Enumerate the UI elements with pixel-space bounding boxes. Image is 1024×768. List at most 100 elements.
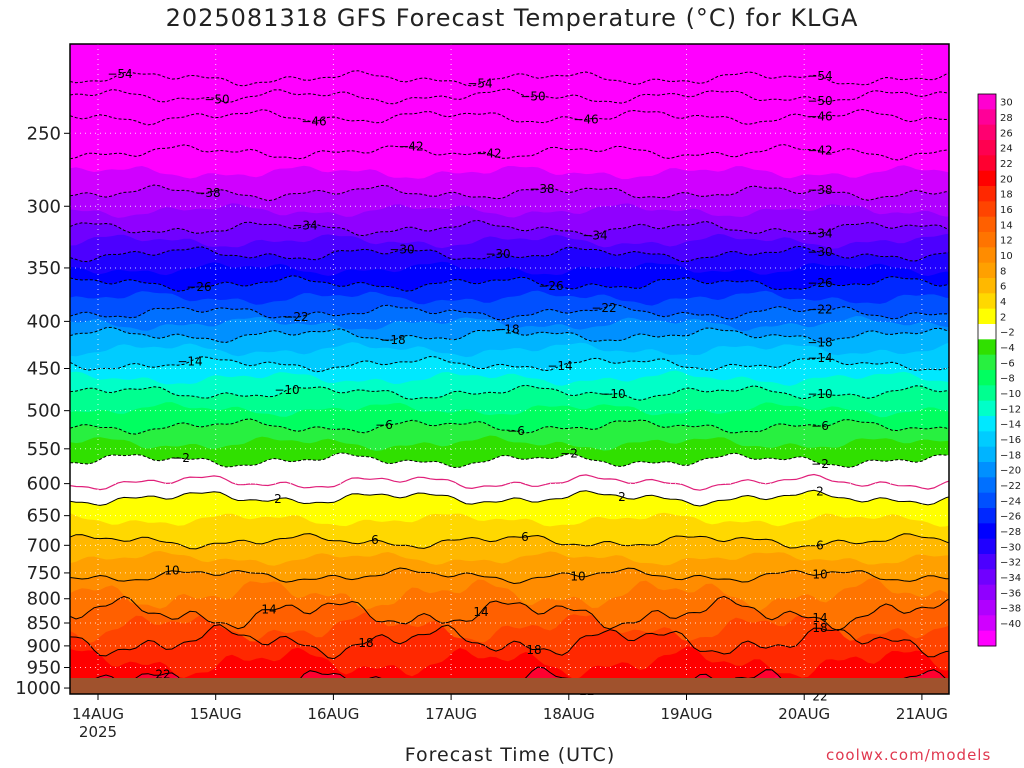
x-axis-label: Forecast Time (UTC) — [404, 744, 616, 766]
contour-label: −50 — [204, 92, 229, 106]
colorbar-tick-label: −6 — [1000, 358, 1015, 369]
colorbar-tick-label: −14 — [1000, 420, 1021, 431]
colorbar-swatch — [978, 94, 996, 110]
colorbar-tick-label: −4 — [1000, 343, 1015, 354]
contour-label: 2 — [816, 485, 824, 499]
colorbar-tick-label: 2 — [1000, 312, 1006, 323]
contour--14 — [70, 355, 949, 373]
contour-label: 6 — [371, 533, 379, 547]
contour-label: −54 — [807, 69, 832, 83]
contour--18 — [70, 326, 949, 344]
y-tick-label: 350 — [27, 258, 61, 279]
contour-label: −26 — [538, 279, 563, 293]
colorbar-swatch — [978, 201, 996, 218]
contour-label: −30 — [485, 247, 510, 261]
colorbar-swatch — [978, 339, 996, 356]
colorbar-tick-label: −8 — [1000, 374, 1015, 385]
contour--50 — [70, 88, 949, 105]
contour-14 — [70, 595, 949, 632]
contour-label: −34 — [807, 227, 832, 241]
contour-label: −10 — [807, 387, 832, 401]
colorbar-tick-label: 22 — [1000, 159, 1013, 170]
contour-label: −6 — [507, 424, 525, 438]
contour-label: −18 — [380, 333, 405, 347]
chart-title: 2025081318 GFS Forecast Temperature (°C)… — [165, 4, 859, 32]
contour--46 — [70, 108, 949, 126]
contour-label: −46 — [573, 113, 598, 127]
colorbar-tick-label: −22 — [1000, 481, 1021, 492]
y-tick-label: 950 — [27, 658, 61, 679]
y-tick-label: 650 — [27, 506, 61, 527]
colorbar-swatch — [978, 155, 996, 172]
contour-label: −6 — [811, 419, 829, 433]
colorbar-swatch — [978, 630, 996, 647]
x-tick-label: 20AUG — [778, 705, 830, 723]
colorbar-tick-label: −10 — [1000, 389, 1021, 400]
contour-label: 10 — [570, 569, 585, 583]
contour-6 — [70, 533, 949, 550]
contour-label: −54 — [107, 67, 132, 81]
colorbar-swatch — [978, 247, 996, 264]
ground-band — [70, 678, 949, 694]
colorbar-tick-label: 6 — [1000, 282, 1006, 293]
colorbar: 30 28 26 24 22 20 18 16 14 12 10 8 6 4 2 −2 −4 −6 −8 −10 −12… — [977, 93, 1021, 647]
x-tick-label: 18AUG — [543, 705, 595, 723]
contour-18 — [70, 624, 949, 660]
source-credit[interactable]: coolwx.com/models — [826, 746, 992, 764]
contour-label: −46 — [301, 115, 326, 129]
colorbar-swatch — [978, 216, 996, 233]
contour-label: −42 — [398, 139, 423, 153]
colorbar-tick-label: −30 — [1000, 542, 1021, 553]
colorbar-tick-label: −38 — [1000, 604, 1021, 615]
freezing-line — [70, 473, 949, 491]
colorbar-tick-label: −40 — [1000, 619, 1021, 630]
contour-label: −18 — [494, 323, 519, 337]
y-tick-label: 500 — [27, 401, 61, 422]
colorbar-swatch — [978, 186, 996, 202]
colorbar-tick-label: 26 — [1000, 128, 1013, 139]
contour-label: −46 — [807, 109, 832, 123]
colorbar-swatch — [978, 554, 996, 570]
colorbar-tick-label: −18 — [1000, 450, 1021, 461]
contour-label: −14 — [177, 355, 202, 369]
colorbar-tick-label: 14 — [1000, 220, 1013, 231]
colorbar-swatch — [978, 370, 996, 386]
contour--38 — [70, 184, 949, 202]
colorbar-swatch — [978, 293, 996, 310]
contour--30 — [70, 245, 949, 263]
colorbar-swatch — [978, 385, 996, 402]
colorbar-tick-label: −32 — [1000, 558, 1021, 569]
contour-label: 14 — [812, 611, 827, 625]
colorbar-swatch — [978, 492, 996, 509]
y-tick-label: 1000 — [15, 678, 61, 699]
colorbar-swatch — [978, 431, 996, 448]
contour-label: −34 — [582, 229, 607, 243]
colorbar-swatch — [978, 278, 996, 294]
contour-label: −10 — [274, 383, 299, 397]
contour-label: −22 — [807, 302, 832, 316]
contour--26 — [70, 275, 949, 292]
colorbar-tick-label: 8 — [1000, 266, 1006, 277]
colorbar-tick-label: 4 — [1000, 297, 1006, 308]
colorbar-tick-label: −20 — [1000, 466, 1021, 477]
contour-label: −2 — [560, 447, 578, 461]
contour-label: −42 — [807, 144, 832, 158]
contour-label: −42 — [476, 146, 501, 160]
contour--2 — [70, 452, 949, 469]
colorbar-tick-label: −2 — [1000, 328, 1015, 339]
contour-label: 10 — [812, 568, 827, 582]
x-tick-label: 15AUG — [190, 705, 242, 723]
colorbar-frame — [977, 93, 997, 647]
colorbar-tick-label: 10 — [1000, 251, 1013, 262]
y-tick-label: 900 — [27, 636, 61, 657]
contour-label: 10 — [164, 564, 179, 578]
contour-label: −22 — [591, 301, 616, 315]
colorbar-swatch — [978, 523, 996, 540]
colorbar-swatch — [978, 324, 996, 340]
colorbar-tick-label: 12 — [1000, 236, 1013, 247]
contour--10 — [70, 384, 949, 401]
colorbar-tick-label: −36 — [1000, 588, 1021, 599]
x-axis: 14AUG 15AUG 16AUG 17AUG 18AUG 19AUG 20AUG 21AUG… — [72, 694, 948, 741]
y-tick-label: 300 — [27, 196, 61, 217]
